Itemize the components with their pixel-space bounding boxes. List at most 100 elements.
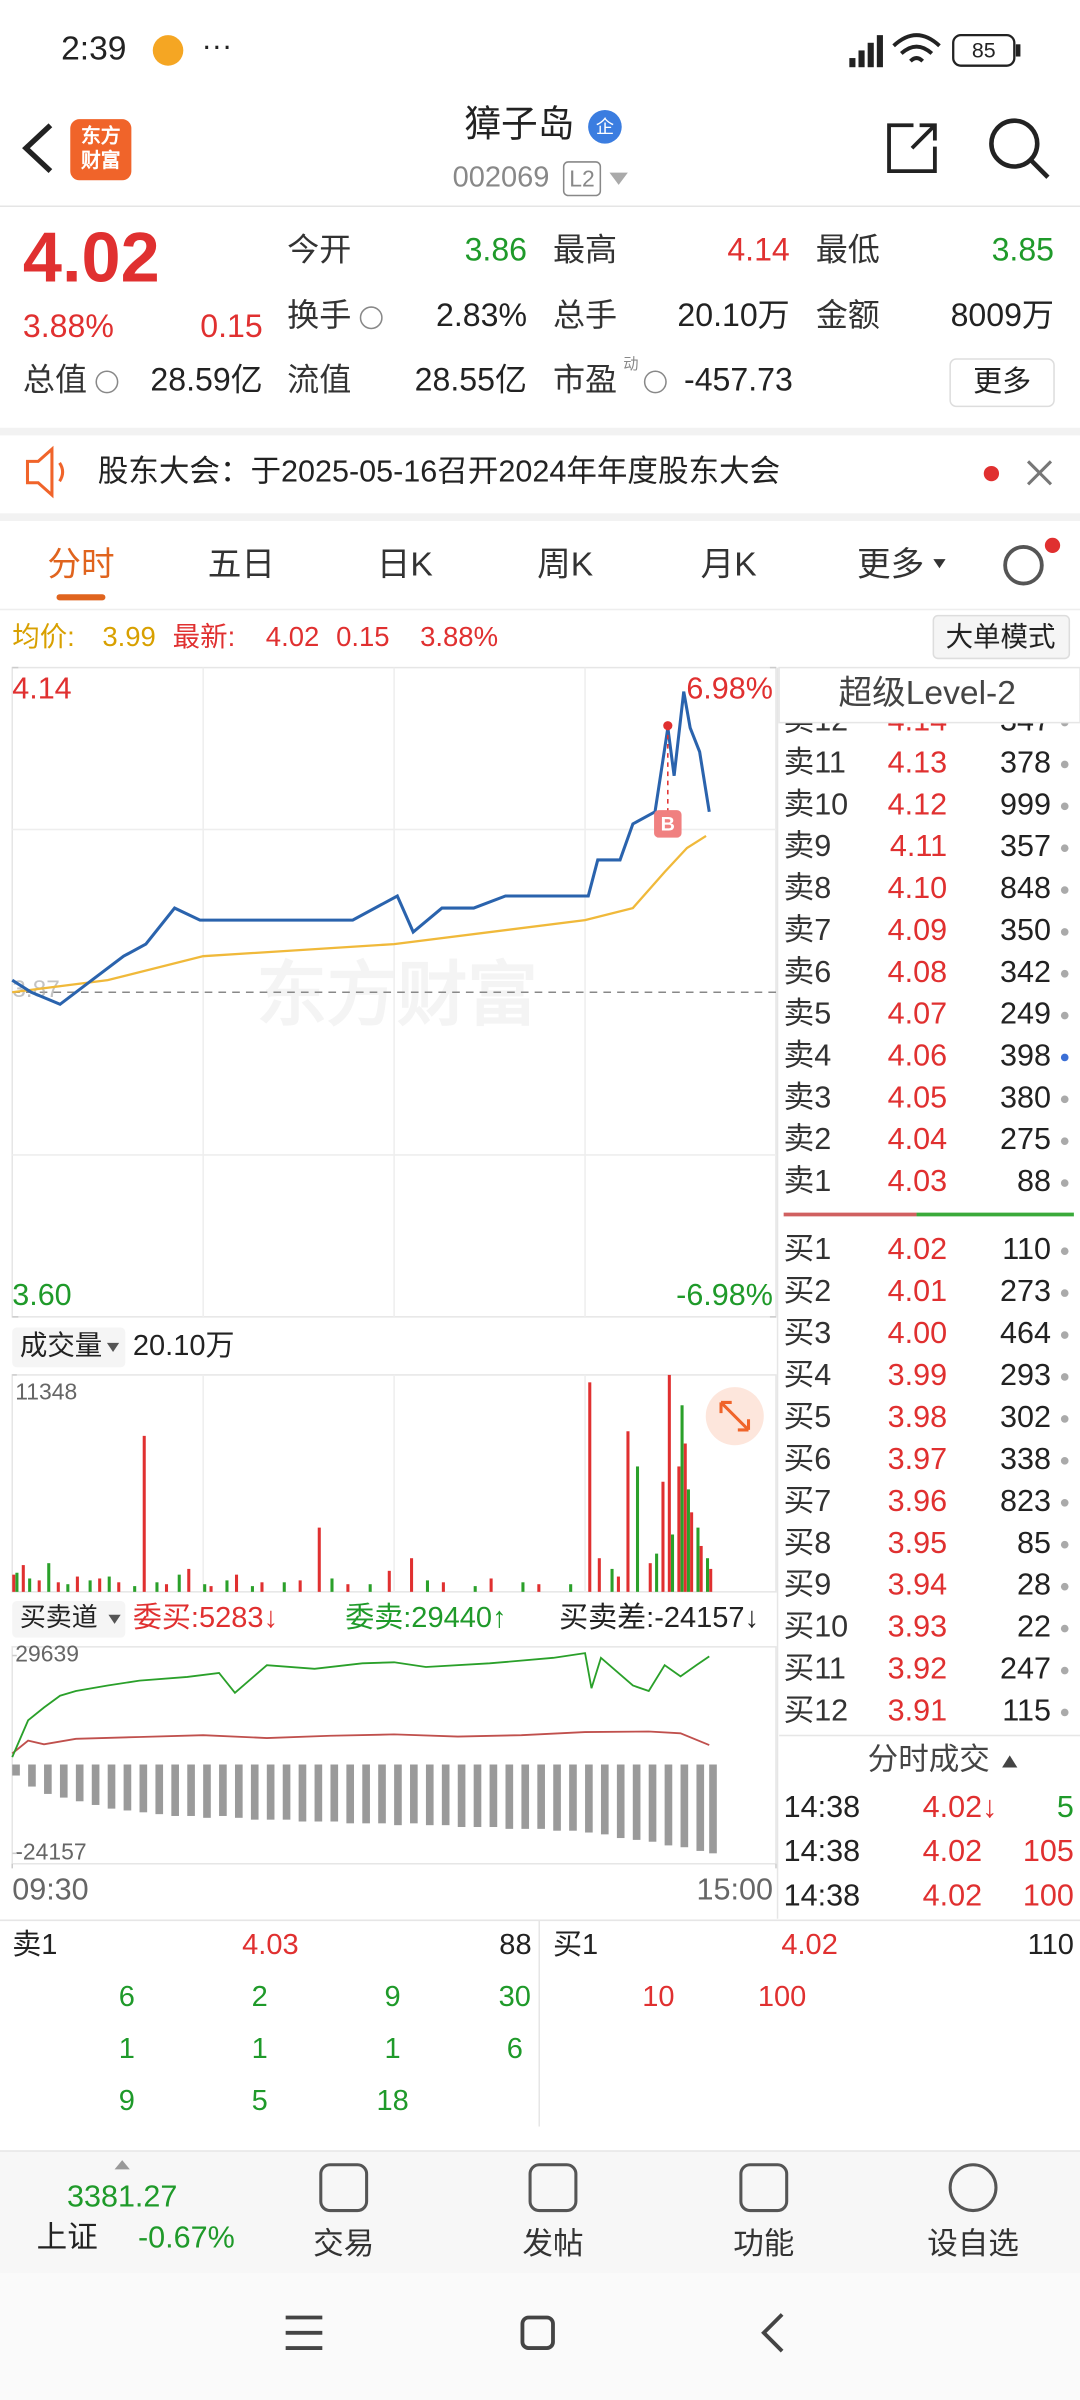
tab[interactable]: 月K <box>701 547 758 584</box>
volume-bar <box>187 1568 191 1592</box>
diff-bar <box>123 1764 132 1811</box>
diff-bar <box>696 1764 705 1851</box>
tab[interactable]: 五日 <box>208 547 275 584</box>
nav-item[interactable]: 设自选 <box>927 2227 1019 2261</box>
field-label: 今开 <box>287 232 351 268</box>
volume-bar <box>133 1586 137 1592</box>
diff-bar <box>410 1764 418 1824</box>
bid-dot <box>1060 1540 1069 1549</box>
tab[interactable]: 周K <box>537 547 594 584</box>
ask-price: 4.13 <box>888 746 947 780</box>
tab-arrow <box>933 559 946 569</box>
diff-text: 买卖差:-24157↓ <box>559 1601 759 1634</box>
search-button[interactable] <box>989 118 1040 169</box>
tab[interactable]: 更多 <box>857 546 924 584</box>
ask-dot <box>1060 928 1069 936</box>
volume-bar <box>705 1558 710 1592</box>
back-button[interactable] <box>22 123 53 174</box>
volume-bar <box>142 1435 146 1592</box>
diff-bar <box>664 1764 673 1846</box>
ask-volume: 88 <box>1017 1164 1051 1198</box>
settings-button[interactable] <box>1003 545 1044 586</box>
notice-dot <box>983 465 1000 482</box>
bid-volume: 338 <box>1000 1442 1051 1476</box>
change: 0.15 <box>200 308 262 344</box>
system-back <box>761 2313 784 2353</box>
gap <box>0 427 1080 436</box>
bid-volume: 293 <box>1000 1358 1051 1392</box>
bid-price: 3.92 <box>888 1652 947 1686</box>
ask-level: 卖1 <box>784 1164 832 1198</box>
avg-line <box>12 834 707 994</box>
volume-bar <box>203 1584 207 1592</box>
ask-dot <box>1060 1137 1069 1146</box>
index-arrow <box>114 2160 130 2170</box>
share-button[interactable] <box>887 123 937 174</box>
y2-tick-label: -6.98% <box>676 1278 773 1312</box>
gap <box>0 513 1080 521</box>
volume-bar <box>107 1576 111 1592</box>
ask-volume: 380 <box>1000 1080 1051 1114</box>
nav-icon <box>739 2163 789 2213</box>
bid-volume: 115 <box>1002 1694 1051 1728</box>
volume-bar <box>298 1580 302 1592</box>
tab[interactable]: 日K <box>377 547 434 584</box>
ask-dot <box>1060 844 1069 852</box>
avg-value: 3.99 <box>102 621 155 652</box>
dropdown-arrow <box>108 1614 121 1624</box>
ask-level: 卖11 <box>784 746 846 780</box>
depth-ask-level: 卖1 <box>12 1929 57 1961</box>
bid-order: 10 <box>642 1981 674 2013</box>
bid-volume: 28 <box>1017 1568 1051 1602</box>
bid-dot <box>1060 1331 1069 1339</box>
signal-bar <box>867 42 874 68</box>
bid-volume: 85 <box>1017 1526 1051 1560</box>
diff-bar <box>282 1764 291 1820</box>
volume-bar <box>234 1574 239 1592</box>
bid-price: 4.01 <box>888 1274 947 1308</box>
sell-text: 委卖:29440↑ <box>345 1601 506 1634</box>
ask-level: 卖6 <box>784 955 832 989</box>
volume-bar <box>610 1568 614 1592</box>
logo-text: 财富 <box>81 149 121 172</box>
bid-dot <box>1060 1373 1069 1381</box>
ask-price: 4.03 <box>888 1164 947 1198</box>
diff-bar <box>171 1764 179 1816</box>
y-tick-label: 29639 <box>15 1641 79 1667</box>
tab[interactable]: 分时 <box>47 547 114 584</box>
buy-text: 委买:5283↓ <box>133 1601 278 1634</box>
volume-bar <box>521 1582 525 1592</box>
diff-bar <box>394 1764 402 1826</box>
bid-price: 3.94 <box>888 1568 947 1602</box>
nav-item[interactable]: 发帖 <box>522 2227 583 2261</box>
bid-price: 3.99 <box>888 1358 947 1392</box>
y-tick-label: 3.60 <box>12 1278 71 1312</box>
volume-bar <box>250 1586 254 1592</box>
diff-bar <box>600 1764 609 1835</box>
bid-level: 买3 <box>784 1316 832 1350</box>
field-value: -457.73 <box>684 361 793 397</box>
field-label: 总值 <box>23 361 87 397</box>
bid-level: 买5 <box>784 1400 832 1434</box>
price: 4.02 <box>23 217 160 296</box>
speaker-icon <box>25 445 65 499</box>
nav-item[interactable]: 交易 <box>313 2227 374 2261</box>
x-tick-label: 15:00 <box>697 1872 773 1906</box>
ask-level: 卖10 <box>784 787 849 821</box>
info-icon <box>643 370 667 394</box>
volume-bar <box>661 1481 665 1592</box>
avg-label: 均价: <box>12 621 75 652</box>
close-button[interactable] <box>1026 460 1053 486</box>
index-change: -0.67% <box>138 2221 235 2255</box>
depth-bid-volume: 110 <box>1028 1929 1074 1961</box>
ask-dot <box>1060 969 1069 978</box>
flow-label: 买卖道 <box>20 1602 98 1632</box>
tab-underline <box>56 594 106 601</box>
trades-title: 分时成交 <box>868 1742 990 1776</box>
bid-price: 3.98 <box>888 1400 947 1434</box>
nav-item[interactable]: 功能 <box>733 2227 794 2261</box>
watermark: 东方财富 <box>257 955 538 1034</box>
ask-order: 5 <box>252 2085 268 2117</box>
mode-text: 大单模式 <box>946 621 1056 652</box>
bid-level: 买4 <box>784 1358 832 1392</box>
